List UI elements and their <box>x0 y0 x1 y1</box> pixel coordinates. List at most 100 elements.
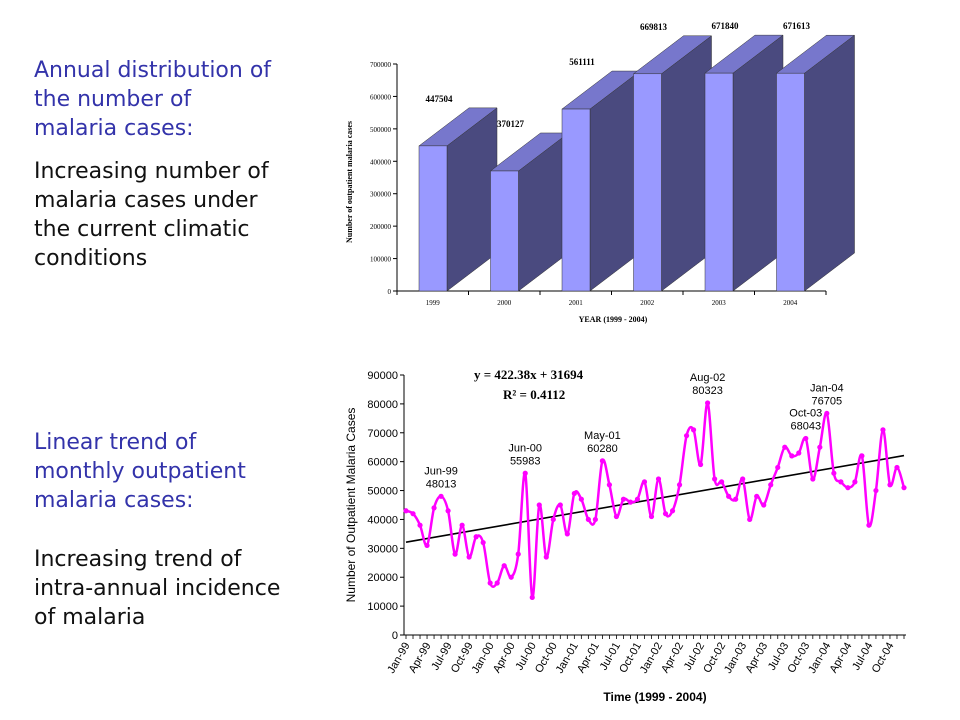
line-y-tick-label: 50000 <box>367 486 398 498</box>
bar-y-tick-label: 700000 <box>370 61 392 69</box>
peak-value-label: 60280 <box>587 443 618 455</box>
bar-data-label: 671613 <box>783 21 811 31</box>
peak-month-label: Oct-03 <box>789 407 822 419</box>
data-point <box>697 461 704 468</box>
data-point <box>564 531 570 537</box>
data-point <box>873 487 879 494</box>
bar-y-tick-label: 0 <box>388 288 392 296</box>
bar-data-label: 370127 <box>497 119 525 129</box>
bar <box>490 170 519 292</box>
data-point <box>754 493 760 499</box>
line-y-tick-label: 60000 <box>367 457 398 469</box>
peak-month-label: Jun-00 <box>508 442 542 454</box>
data-point <box>459 522 465 528</box>
bar-x-tick-label: 2003 <box>712 299 727 307</box>
data-point <box>550 516 556 523</box>
line-y-tick-label: 20000 <box>367 572 398 584</box>
peak-value-label: 68043 <box>791 420 822 432</box>
data-point <box>655 476 662 482</box>
bar-data-label: 561111 <box>569 57 595 67</box>
data-point <box>705 400 711 406</box>
trendline-equation: y = 422.38x + 31694 <box>474 367 584 382</box>
peak-value-label: 76705 <box>812 395 843 407</box>
linear-trend-description: Increasing trend of intra-annual inciden… <box>34 547 281 630</box>
data-point <box>585 516 591 523</box>
data-point <box>627 499 634 505</box>
bottom-text-block: Linear trend of monthly outpatient malar… <box>34 428 280 632</box>
data-point <box>789 453 795 459</box>
bar-x-tick-label: 2004 <box>783 299 798 307</box>
data-point <box>719 479 725 485</box>
bar <box>633 73 662 292</box>
data-point <box>838 479 844 485</box>
bar-data-label: 447504 <box>426 94 454 104</box>
data-point <box>592 516 598 523</box>
data-point <box>747 516 753 523</box>
data-point <box>431 505 437 511</box>
peak-value-label: 55983 <box>510 455 541 467</box>
data-point <box>613 513 620 520</box>
data-point <box>810 476 816 482</box>
data-point <box>487 580 493 586</box>
data-point <box>817 444 823 450</box>
data-point <box>501 563 507 569</box>
peak-month-label: Aug-02 <box>690 372 725 384</box>
bar <box>704 72 734 292</box>
data-point <box>740 476 746 482</box>
data-point <box>880 427 886 433</box>
line-y-tick-label: 80000 <box>367 399 398 411</box>
data-point <box>445 508 451 514</box>
line-y-tick-label: 40000 <box>367 514 398 526</box>
data-point <box>473 534 479 540</box>
data-point <box>522 470 528 476</box>
data-point <box>824 410 830 417</box>
data-point <box>634 496 641 502</box>
data-point <box>852 479 858 485</box>
bar-x-tick-label: 1999 <box>426 299 441 307</box>
data-point <box>662 511 669 517</box>
data-point <box>894 464 900 471</box>
data-point <box>901 485 907 491</box>
data-point <box>508 574 514 580</box>
bar <box>418 145 448 292</box>
annual-distribution-heading: Annual distribution of the number of mal… <box>34 58 272 141</box>
peak-value-label: 80323 <box>692 385 723 397</box>
data-point <box>733 496 739 502</box>
data-point <box>761 502 767 508</box>
bar-x-tick-label: 2000 <box>497 299 512 307</box>
data-point <box>571 490 577 497</box>
bar-y-tick-label: 400000 <box>370 158 392 166</box>
bar-y-tick-label: 100000 <box>370 256 392 264</box>
data-point <box>796 450 802 456</box>
data-point <box>557 502 563 508</box>
data-point <box>424 542 430 549</box>
bar-x-tick-label: 2001 <box>569 299 584 307</box>
data-point <box>648 513 655 520</box>
annual-distribution-description: Increasing number of malaria cases under… <box>34 159 269 271</box>
data-point <box>726 493 732 499</box>
data-point <box>417 522 423 528</box>
data-point <box>712 476 718 482</box>
data-point <box>669 508 676 514</box>
line-chart-series <box>403 400 907 601</box>
data-point <box>803 435 809 442</box>
peak-value-label: 48013 <box>426 478 457 490</box>
data-point <box>606 482 613 488</box>
data-point <box>599 458 605 464</box>
line-y-tick-label: 10000 <box>367 601 398 613</box>
peak-month-label: Jun-99 <box>424 465 458 477</box>
data-point <box>690 427 697 433</box>
bar-data-label: 669813 <box>640 22 668 32</box>
linear-trend-heading: Linear trend of monthly outpatient malar… <box>34 430 246 513</box>
data-point <box>683 433 690 439</box>
data-point <box>529 594 535 601</box>
bar-data-label: 671840 <box>712 21 740 31</box>
data-point <box>887 482 893 488</box>
data-point <box>494 580 500 586</box>
peak-month-label: May-01 <box>584 430 621 442</box>
trendline-r-squared: R² = 0.4112 <box>503 387 565 402</box>
line-y-tick-label: 90000 <box>367 370 398 382</box>
data-point <box>578 496 584 502</box>
